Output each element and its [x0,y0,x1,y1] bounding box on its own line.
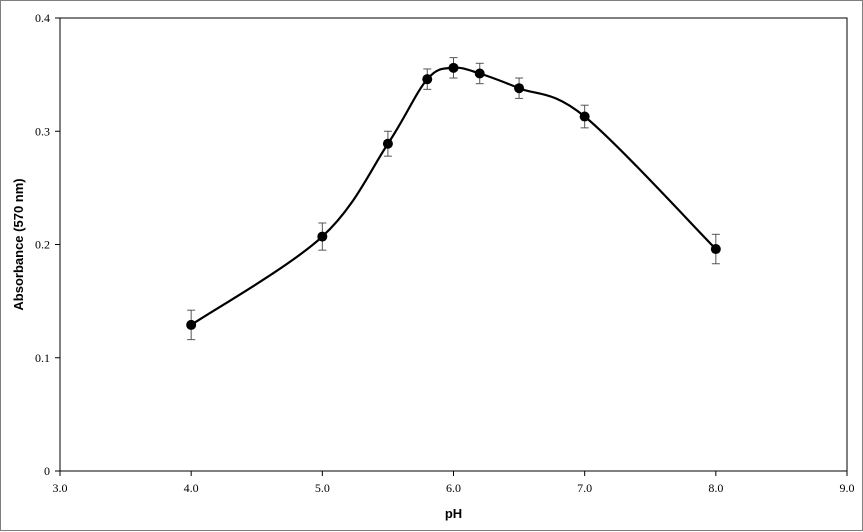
x-axis-title: pH [445,506,462,521]
y-tick-label: 0.1 [35,351,50,365]
series-line [190,66,717,326]
y-tick-label: 0 [44,464,50,478]
x-tick-label: 9.0 [840,481,855,495]
x-tick-label: 7.0 [577,481,592,495]
y-axis-ticks: 0 0.1 0.2 0.3 0.4 [35,11,60,478]
data-point [514,83,525,94]
x-tick-label: 4.0 [184,481,199,495]
y-tick-label: 0.3 [35,124,50,138]
data-point [710,244,721,255]
y-axis-title: Absorbance (570 nm) [11,178,26,310]
data-point [448,62,459,73]
data-point [382,138,393,149]
data-point [422,74,433,85]
x-tick-label: 8.0 [708,481,723,495]
plot-area [59,17,848,472]
x-tick-label: 3.0 [53,481,68,495]
y-tick-label: 0.2 [35,238,50,252]
data-point [579,111,590,122]
y-tick-label: 0.4 [35,11,50,25]
x-tick-label: 5.0 [315,481,330,495]
data-point [186,319,197,330]
x-axis-ticks: 3.0 4.0 5.0 6.0 7.0 8.0 9.0 [53,471,855,495]
plot-content [186,57,721,341]
x-tick-label: 6.0 [446,481,461,495]
data-point [474,68,485,79]
data-point [317,231,328,242]
